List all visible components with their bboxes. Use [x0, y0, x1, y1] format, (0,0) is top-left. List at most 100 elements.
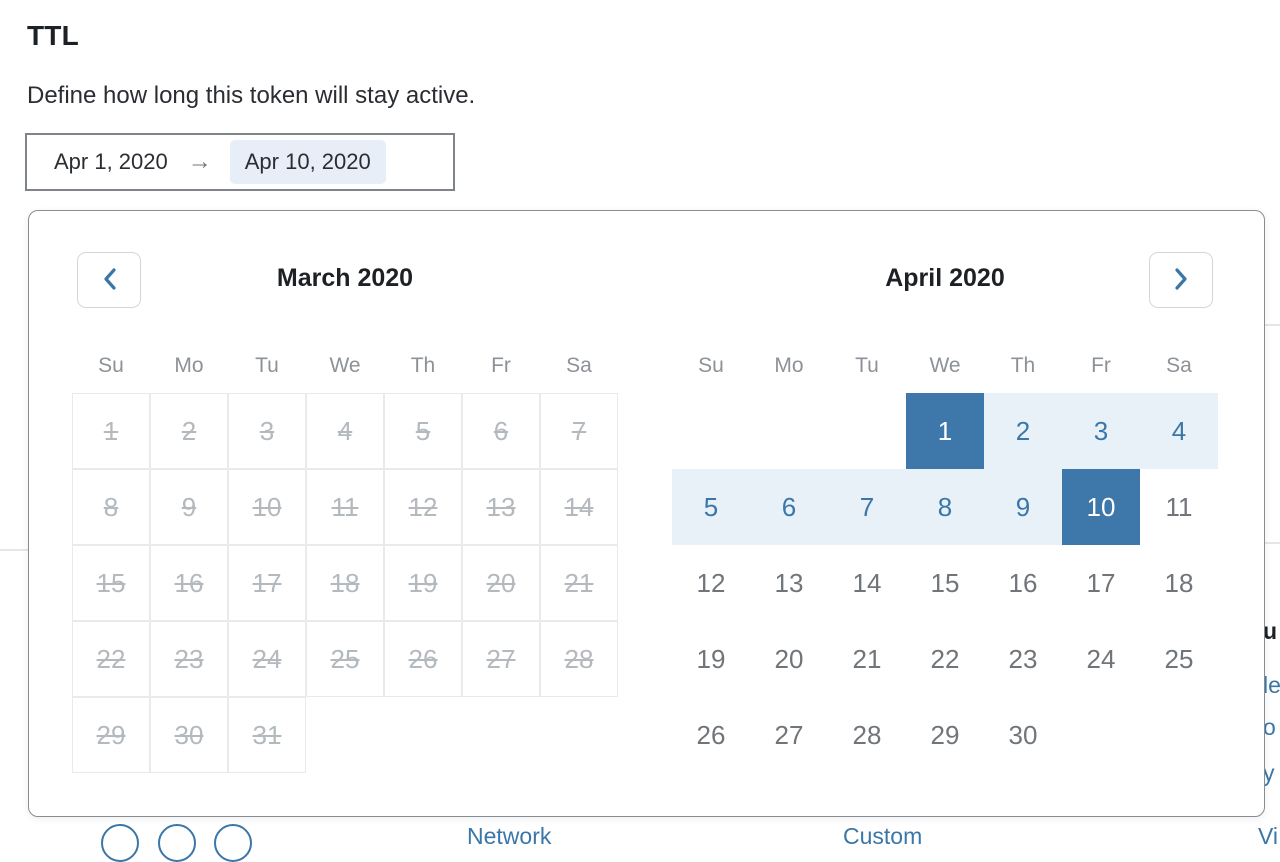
day-cell[interactable]: 14 — [852, 567, 882, 598]
day-cell: 24 — [228, 621, 306, 697]
day-cell[interactable]: 26 — [696, 719, 726, 750]
empty-cell — [672, 393, 750, 469]
empty-cell — [540, 697, 618, 773]
day-cell[interactable]: 3 — [1062, 393, 1140, 469]
day-cell[interactable]: 15 — [930, 567, 960, 598]
arrow-right-icon: → — [187, 148, 212, 175]
start-date-value[interactable]: Apr 1, 2020 — [54, 149, 168, 174]
month-title: April 2020 — [885, 264, 1005, 292]
day-cell[interactable]: 29 — [930, 719, 960, 750]
weekday-label: We — [329, 354, 361, 377]
day-cell[interactable]: 22 — [930, 643, 960, 674]
date-range-input[interactable]: Apr 1, 2020 → Apr 10, 2020 — [25, 133, 455, 191]
day-cell[interactable]: 13 — [774, 567, 804, 598]
day-cell[interactable]: 4 — [1140, 393, 1218, 469]
day-cell[interactable]: 17 — [1086, 567, 1116, 598]
empty-cell — [462, 697, 540, 773]
day-cell: 14 — [540, 469, 618, 545]
weekday-label: Mo — [174, 354, 204, 377]
day-cell[interactable]: 24 — [1086, 643, 1116, 674]
radio-circle-icon[interactable] — [214, 824, 252, 862]
weekday-label: Th — [410, 354, 436, 377]
background-divider — [1264, 324, 1280, 326]
background-link-fragment: o — [1263, 714, 1276, 740]
token-ttl-page: { "page": { "title": "TTL", "description… — [0, 20, 1280, 862]
empty-cell — [828, 393, 906, 469]
background-link-fragment[interactable]: Vi — [1258, 823, 1279, 849]
background-link-fragment: y — [1263, 760, 1275, 786]
weekday-label: Th — [1010, 354, 1036, 377]
empty-cell — [750, 393, 828, 469]
weekday-label: Sa — [1166, 354, 1192, 377]
day-cell: 13 — [462, 469, 540, 545]
empty-cell — [384, 697, 462, 773]
page-description: Define how long this token will stay act… — [27, 82, 476, 109]
day-cell[interactable]: 19 — [696, 643, 726, 674]
day-cell: 20 — [462, 545, 540, 621]
day-cell: 11 — [306, 469, 384, 545]
day-cell: 22 — [72, 621, 150, 697]
day-cell[interactable]: 9 — [984, 469, 1062, 545]
day-cell[interactable]: 8 — [906, 469, 984, 545]
background-link-network[interactable]: Network — [467, 823, 552, 849]
day-cell[interactable]: 21 — [852, 643, 882, 674]
day-cell: 21 — [540, 545, 618, 621]
day-cell[interactable]: 12 — [696, 567, 726, 598]
day-cell[interactable]: 2 — [984, 393, 1062, 469]
background-text-fragment: u — [1263, 618, 1278, 644]
day-cell[interactable]: 18 — [1164, 567, 1194, 598]
day-cell: 15 — [72, 545, 150, 621]
weekday-label: Fr — [491, 354, 511, 377]
page-title: TTL — [27, 20, 79, 51]
day-cell[interactable]: 11 — [1165, 491, 1193, 522]
chevron-right-icon — [1174, 267, 1189, 294]
day-cell: 28 — [540, 621, 618, 697]
day-cell: 7 — [540, 393, 618, 469]
next-month-button[interactable] — [1149, 252, 1213, 308]
day-cell: 3 — [228, 393, 306, 469]
day-cell: 12 — [384, 469, 462, 545]
day-cell: 25 — [306, 621, 384, 697]
day-cell[interactable]: 10 — [1062, 469, 1140, 545]
day-cell[interactable]: 1 — [906, 393, 984, 469]
day-cell: 1 — [72, 393, 150, 469]
weekday-row: Su Mo Tu We Th Fr Sa — [72, 354, 618, 378]
day-cell[interactable]: 27 — [774, 719, 804, 750]
day-cell: 5 — [384, 393, 462, 469]
day-cell[interactable]: 20 — [774, 643, 804, 674]
day-cell[interactable]: 7 — [828, 469, 906, 545]
day-cell: 26 — [384, 621, 462, 697]
weekday-label: Mo — [774, 354, 804, 377]
day-cell[interactable]: 25 — [1164, 643, 1194, 674]
weekday-label: Tu — [855, 354, 879, 377]
day-cell[interactable]: 28 — [852, 719, 882, 750]
end-date-value[interactable]: Apr 10, 2020 — [229, 140, 386, 184]
day-cell: 17 — [228, 545, 306, 621]
day-cell: 9 — [150, 469, 228, 545]
calendar-popup: March 2020 Su Mo Tu We Th Fr Sa 1 2 3 4 5 6 7 8 9 10 11 1… — [28, 210, 1265, 817]
day-cell[interactable]: 6 — [750, 469, 828, 545]
weekday-label: Fr — [1091, 354, 1111, 377]
background-divider — [0, 549, 29, 551]
day-cell: 30 — [150, 697, 228, 773]
day-cell: 8 — [72, 469, 150, 545]
background-link-custom[interactable]: Custom — [843, 823, 923, 849]
weekday-label: Sa — [566, 354, 592, 377]
empty-cell — [1140, 697, 1218, 773]
weekday-label: Su — [698, 354, 724, 377]
day-cell[interactable]: 23 — [1008, 643, 1038, 674]
day-cell: 16 — [150, 545, 228, 621]
day-cell: 2 — [150, 393, 228, 469]
radio-circle-icon[interactable] — [158, 824, 196, 862]
day-cell: 6 — [462, 393, 540, 469]
day-cell[interactable]: 16 — [1008, 567, 1038, 598]
prev-month-button[interactable] — [77, 252, 141, 308]
weekday-label: Su — [98, 354, 124, 377]
day-cell[interactable]: 5 — [672, 469, 750, 545]
background-divider — [1264, 542, 1280, 544]
radio-circle-icon[interactable] — [101, 824, 139, 862]
day-cell: 18 — [306, 545, 384, 621]
day-cell[interactable]: 30 — [1008, 719, 1038, 750]
day-grid: 1 2 3 4 5 6 7 8 9 10 11 12 13 14 15 16 17 18 19 20 21 22 23 24 2… — [72, 393, 618, 773]
empty-cell — [306, 697, 384, 773]
